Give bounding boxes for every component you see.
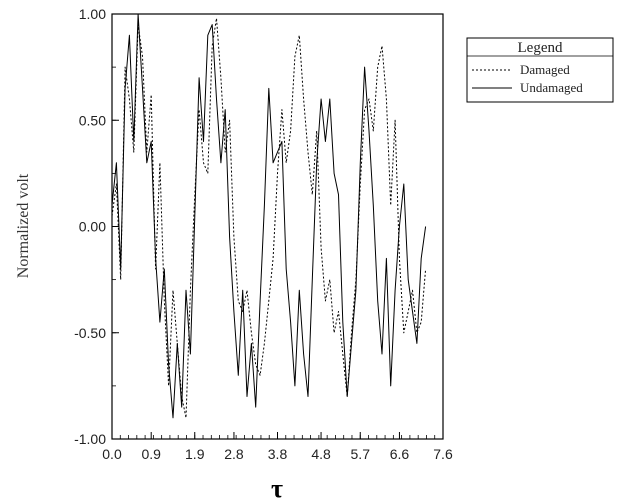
x-tick-label: 0.9	[141, 446, 161, 462]
x-tick-label: 4.8	[311, 446, 331, 462]
legend-entry-undamaged: Undamaged	[520, 80, 583, 95]
series-line-undamaged	[111, 13, 427, 419]
series-lines	[111, 13, 427, 419]
series-line-damaged	[111, 17, 427, 419]
legend-entry-damaged: Damaged	[520, 62, 570, 77]
y-tick-label: -1.00	[74, 431, 106, 447]
x-tick-label: 3.8	[268, 446, 288, 462]
y-tick-label: 0.50	[79, 112, 106, 128]
x-tick-label: 2.8	[224, 446, 244, 462]
x-axis-label: τ	[271, 474, 283, 503]
x-tick-label: 6.6	[390, 446, 410, 462]
legend-box	[466, 37, 614, 103]
y-tick-labels: 1.00 0.50 0.00 -0.50 -1.00	[74, 6, 106, 447]
y-tick-label: 0.00	[79, 219, 106, 235]
y-axis-label: Normalized volt	[15, 173, 32, 278]
legend-title: Legend	[518, 40, 563, 56]
x-tick-label: 0.0	[102, 446, 122, 462]
plot-area-frame	[111, 13, 444, 440]
axis-ticks	[111, 13, 444, 440]
y-tick-label: -0.50	[74, 325, 106, 341]
x-tick-label: 1.9	[185, 446, 205, 462]
y-tick-label: 1.00	[79, 6, 106, 22]
x-tick-label: 5.7	[351, 446, 371, 462]
x-tick-labels: 0.0 0.9 1.9 2.8 3.8 4.8 5.7 6.6 7.6	[102, 446, 453, 462]
x-tick-label: 7.6	[433, 446, 453, 462]
legend: Legend Damaged Undamaged	[466, 37, 614, 103]
